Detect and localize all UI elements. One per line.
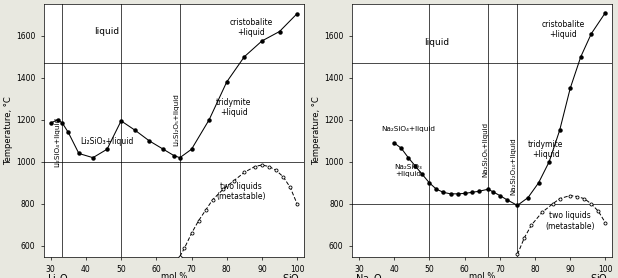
- Text: Na$_2$O: Na$_2$O: [355, 272, 382, 278]
- Text: cristobalite
+liquid: cristobalite +liquid: [541, 20, 585, 39]
- Text: Li₂Si₂O₅+liquid: Li₂Si₂O₅+liquid: [174, 93, 180, 146]
- Text: Li$_2$O: Li$_2$O: [47, 272, 69, 278]
- Text: mol %: mol %: [469, 272, 496, 278]
- Text: liquid: liquid: [95, 27, 119, 36]
- Text: tridymite
+liquid: tridymite +liquid: [528, 140, 563, 159]
- Text: Na₂Si₂O₅+liquid: Na₂Si₂O₅+liquid: [482, 122, 488, 177]
- Text: two liquids
(metastable): two liquids (metastable): [216, 182, 266, 201]
- Text: SiO$_2$: SiO$_2$: [590, 272, 612, 278]
- Y-axis label: Temperature, °C: Temperature, °C: [313, 96, 321, 165]
- Text: mol %: mol %: [161, 272, 187, 278]
- Text: Na₂SiO₃
+liquid: Na₂SiO₃ +liquid: [394, 164, 422, 177]
- Text: Li₂SiO₄+liquid: Li₂SiO₄+liquid: [54, 117, 60, 167]
- Text: two liquids
(metastable): two liquids (metastable): [546, 212, 595, 231]
- Text: Na₂SiO₄+liquid: Na₂SiO₄+liquid: [381, 126, 435, 132]
- Y-axis label: Temperature, °C: Temperature, °C: [4, 96, 13, 165]
- Text: Li₂SiO₃+liquid: Li₂SiO₃+liquid: [80, 137, 133, 147]
- Text: liquid: liquid: [424, 38, 449, 46]
- Text: SiO$_2$: SiO$_2$: [282, 272, 304, 278]
- Text: tridymite
+liquid: tridymite +liquid: [216, 98, 252, 117]
- Text: Na₂Si₂O₁₀+liquid: Na₂Si₂O₁₀+liquid: [510, 137, 516, 195]
- Text: cristobalite
+liquid: cristobalite +liquid: [230, 18, 273, 37]
